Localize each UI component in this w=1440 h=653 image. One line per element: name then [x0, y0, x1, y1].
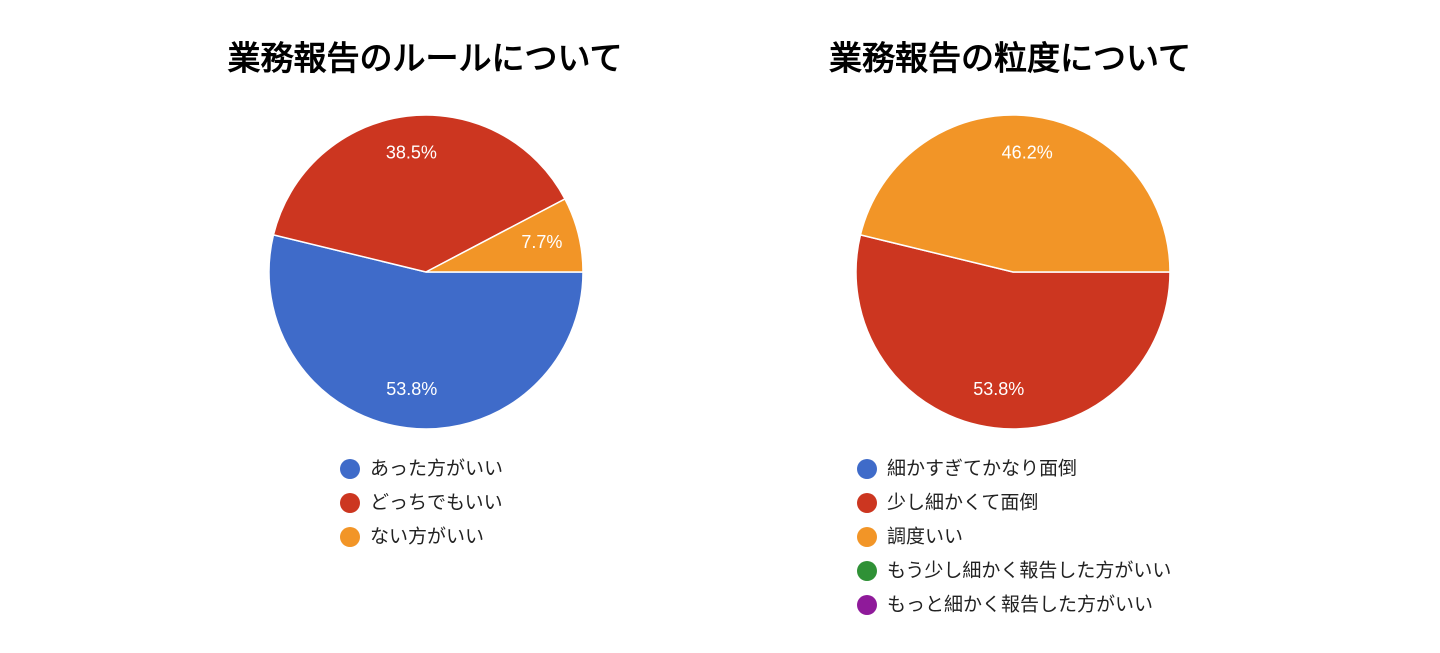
pie-slice	[425, 197, 584, 273]
pie-slice	[855, 233, 1171, 430]
legend-marker	[857, 561, 877, 581]
legend-label: あった方がいい	[370, 458, 503, 480]
legend-label: もう少し細かく報告した方がいい	[887, 560, 1171, 582]
chart-title: 業務報告の粒度について	[829, 39, 1191, 78]
pie-slice	[272, 114, 566, 273]
legend-marker	[857, 459, 877, 479]
value-label: 7.7%	[521, 232, 562, 252]
legend-marker	[340, 527, 360, 547]
legend-marker	[857, 595, 877, 615]
value-label: 38.5%	[386, 142, 437, 162]
value-label: 53.8%	[386, 379, 437, 399]
chart-title: 業務報告のルールについて	[227, 39, 622, 78]
legend-label: 調度いい	[887, 526, 963, 548]
pie-slice	[859, 114, 1171, 273]
legend-label: ない方がいい	[370, 526, 484, 548]
value-label: 46.2%	[1002, 142, 1053, 162]
legend-label: 細かすぎてかなり面倒	[887, 458, 1077, 480]
legend-label: もっと細かく報告した方がいい	[887, 594, 1153, 616]
legend-marker	[857, 493, 877, 513]
legend-label: 少し細かくて面倒	[887, 492, 1038, 514]
value-label: 53.8%	[973, 379, 1024, 399]
legend-marker	[340, 459, 360, 479]
legend-marker	[340, 493, 360, 513]
pie-slice	[268, 233, 584, 430]
legend-marker	[857, 527, 877, 547]
legend-label: どっちでもいい	[370, 492, 503, 514]
